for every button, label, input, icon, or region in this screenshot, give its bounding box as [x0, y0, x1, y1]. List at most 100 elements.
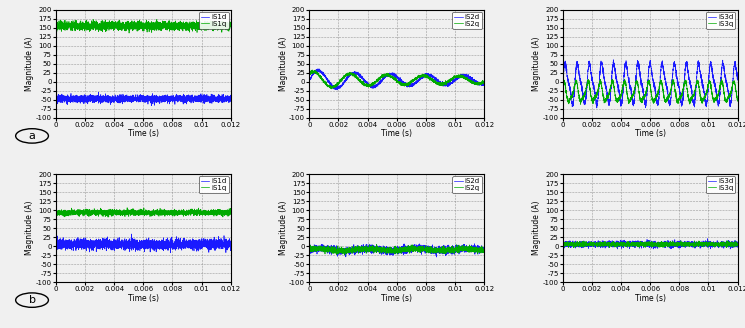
iS1q	[72, 25, 80, 29]
Line: iS3q: iS3q	[562, 241, 738, 248]
iS3d	[733, 241, 742, 245]
iS1d	[51, 99, 60, 103]
iS3q	[633, 244, 642, 248]
X-axis label: Time (s): Time (s)	[381, 294, 412, 303]
Line: iS2q: iS2q	[309, 70, 484, 89]
iS1q	[204, 23, 213, 27]
iS2d	[333, 88, 342, 92]
iS2d	[476, 247, 485, 251]
iS2q	[308, 68, 317, 72]
iS1d	[166, 251, 175, 255]
iS2d	[305, 251, 314, 255]
iS2q	[372, 242, 381, 246]
iS2d	[470, 242, 479, 246]
Line: iS1d: iS1d	[56, 92, 231, 106]
iS3d	[703, 237, 711, 241]
iS2d	[314, 67, 323, 71]
iS1q	[126, 21, 135, 25]
iS3q	[589, 242, 597, 246]
iS2d	[432, 255, 441, 259]
iS1q	[51, 25, 60, 29]
Y-axis label: Magnitude (A): Magnitude (A)	[532, 201, 541, 255]
iS3q	[558, 243, 567, 247]
iS3q	[558, 81, 567, 85]
iS2d	[457, 243, 466, 247]
iS2q	[325, 248, 334, 252]
X-axis label: Time (s): Time (s)	[128, 130, 159, 138]
iS2d	[457, 74, 466, 78]
iS3q	[733, 243, 742, 247]
iS3q	[733, 98, 742, 102]
iS1d	[126, 97, 135, 101]
iS1d	[82, 101, 91, 105]
iS1d	[94, 91, 103, 94]
iS3d	[558, 84, 567, 88]
iS3d	[733, 77, 742, 81]
iS3q	[717, 77, 726, 81]
iS1d	[147, 104, 156, 108]
iS1q	[72, 213, 80, 216]
iS2q	[340, 253, 349, 257]
iS2q	[372, 79, 381, 83]
iS1d	[118, 242, 127, 246]
iS3d	[609, 58, 618, 62]
iS1q	[118, 26, 127, 30]
iS1q	[118, 212, 127, 215]
X-axis label: Time (s): Time (s)	[381, 130, 412, 138]
iS2q	[327, 87, 336, 91]
iS1q	[82, 26, 91, 30]
iS3q	[730, 80, 739, 84]
iS3q	[633, 81, 642, 85]
iS2q	[305, 250, 314, 254]
iS1d	[126, 244, 135, 248]
iS2q	[476, 248, 485, 252]
iS1q	[126, 214, 135, 217]
iS3d	[730, 62, 739, 66]
iS1d	[223, 99, 232, 103]
iS1q	[226, 24, 235, 28]
X-axis label: Time (s): Time (s)	[128, 294, 159, 303]
X-axis label: Time (s): Time (s)	[635, 130, 665, 138]
Y-axis label: Magnitude (A): Magnitude (A)	[279, 37, 288, 91]
X-axis label: Time (s): Time (s)	[635, 294, 665, 303]
iS2d	[480, 82, 489, 86]
Line: iS2q: iS2q	[309, 244, 484, 255]
iS2q	[372, 247, 381, 251]
iS1d	[72, 241, 80, 245]
Legend: iS2d, iS2q: iS2d, iS2q	[452, 12, 482, 29]
Text: b: b	[28, 295, 36, 305]
iS3q	[589, 102, 597, 106]
iS2q	[457, 74, 466, 78]
iS2d	[325, 244, 334, 248]
iS3d	[558, 244, 567, 248]
iS2q	[480, 81, 489, 85]
iS2q	[335, 81, 344, 85]
iS1d	[51, 237, 60, 241]
Line: iS1q: iS1q	[56, 208, 231, 217]
iS3d	[578, 240, 587, 244]
iS2d	[476, 83, 485, 87]
iS1d	[118, 92, 127, 96]
Legend: iS1d, iS1q: iS1d, iS1q	[199, 12, 229, 29]
Line: iS2d: iS2d	[309, 244, 484, 257]
iS3q	[625, 98, 634, 102]
Line: iS3q: iS3q	[562, 79, 738, 104]
iS1q	[223, 212, 232, 215]
iS3q	[711, 244, 720, 248]
Line: iS2d: iS2d	[309, 69, 484, 90]
iS2q	[457, 246, 466, 250]
iS1q	[82, 210, 91, 214]
iS1d	[204, 96, 213, 100]
iS3q	[722, 246, 731, 250]
iS3d	[711, 243, 720, 247]
iS2d	[372, 246, 381, 250]
iS1q	[51, 210, 60, 214]
Text: a: a	[28, 131, 36, 141]
iS1q	[89, 17, 98, 21]
iS3q	[625, 244, 634, 248]
iS2d	[379, 76, 388, 80]
iS2q	[379, 73, 388, 77]
iS3d	[626, 85, 635, 89]
iS1d	[72, 95, 80, 99]
iS1d	[223, 241, 232, 245]
